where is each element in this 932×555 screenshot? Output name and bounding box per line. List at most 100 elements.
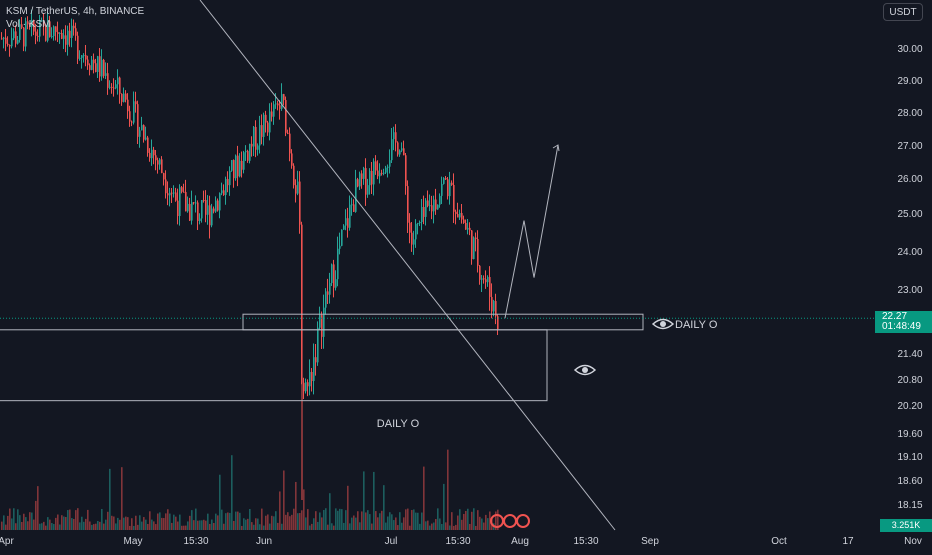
candle-body — [393, 132, 395, 140]
candle-body — [389, 160, 391, 167]
volume-bar — [335, 508, 337, 530]
candle-body — [309, 371, 311, 387]
candle-body — [261, 125, 263, 137]
volume-bar — [451, 512, 453, 530]
price-tick-label: 19.10 — [897, 452, 922, 463]
volume-bar — [221, 509, 223, 530]
candle-body — [237, 155, 239, 177]
candle-body — [209, 205, 211, 226]
price-tick-label: 25.00 — [897, 209, 922, 220]
daily-zone-box[interactable] — [0, 329, 548, 402]
volume-bar — [441, 523, 443, 530]
volume-bar — [273, 516, 275, 530]
candle-body — [67, 30, 69, 45]
candle-body — [7, 43, 9, 45]
volume-bar — [181, 525, 183, 530]
candle-body — [173, 192, 175, 194]
candle-body — [47, 21, 49, 41]
volume-bar — [389, 512, 391, 530]
volume-bar — [417, 512, 419, 530]
volume-bar — [223, 523, 225, 530]
candle-body — [87, 59, 89, 66]
candle-body — [107, 73, 109, 88]
volume-bar — [11, 518, 13, 530]
candle-body — [33, 19, 35, 32]
candle-body — [89, 65, 91, 70]
candle-body — [307, 382, 309, 387]
volume-bar — [287, 512, 289, 530]
event-marker[interactable] — [516, 514, 530, 528]
candle-body — [49, 21, 51, 37]
candle-body — [169, 192, 171, 196]
volume-bar — [219, 474, 221, 530]
volume-bar — [275, 511, 277, 530]
eye-icon[interactable] — [651, 318, 675, 330]
candle-body — [277, 103, 279, 106]
volume-bar — [463, 513, 465, 530]
volume-bar — [367, 510, 369, 530]
volume-bar — [79, 522, 81, 530]
candle-body — [471, 230, 473, 260]
candle-body — [105, 73, 107, 76]
price-tick-label: 18.15 — [897, 500, 922, 511]
volume-bar — [329, 493, 331, 530]
candle-body — [157, 160, 159, 165]
candle-body — [225, 178, 227, 196]
candle-body — [51, 36, 53, 38]
candle-body — [491, 296, 493, 312]
volume-bar — [487, 518, 489, 530]
price-tick-label: 24.00 — [897, 247, 922, 258]
volume-bar — [107, 511, 109, 530]
currency-button[interactable]: USDT — [883, 3, 923, 21]
trend-line[interactable] — [199, 0, 616, 531]
projection-path[interactable] — [504, 144, 559, 319]
volume-bar — [19, 515, 21, 530]
price-tick-label: 28.00 — [897, 108, 922, 119]
candle-body — [103, 59, 105, 76]
candle-body — [285, 100, 287, 133]
volume-bar — [321, 517, 323, 530]
daily-level-box[interactable] — [242, 313, 644, 331]
volume-bar — [255, 518, 257, 530]
candle-body — [361, 173, 363, 179]
volume-bar — [13, 508, 15, 530]
volume-bar — [295, 481, 297, 530]
candle-body — [363, 168, 365, 179]
volume-bar — [373, 471, 375, 530]
volume-bar — [167, 509, 169, 530]
candle-body — [23, 27, 25, 47]
volume-bar — [409, 525, 411, 530]
price-tick-label: 27.00 — [897, 141, 922, 152]
bar-countdown: 01:48:49 — [882, 321, 921, 332]
volume-bar — [283, 470, 285, 530]
candle-body — [133, 101, 135, 123]
volume-bar — [95, 523, 97, 530]
daily-zone-label: DAILY O — [377, 418, 420, 430]
candle-body — [321, 315, 323, 337]
volume-bar — [129, 525, 131, 530]
volume-bar — [377, 517, 379, 530]
candle-body — [129, 111, 131, 122]
volume-bar — [145, 519, 147, 530]
candle-body — [495, 301, 497, 317]
candle-body — [341, 229, 343, 246]
volume-bar — [393, 520, 395, 530]
candle-body — [247, 151, 249, 161]
volume-bar — [195, 508, 197, 530]
volume-bar — [91, 524, 93, 530]
volume-bar — [339, 508, 341, 530]
event-marker[interactable] — [503, 514, 517, 528]
candle-body — [1, 38, 3, 40]
volume-bar — [475, 525, 477, 530]
candle-body — [125, 93, 127, 100]
eye-icon[interactable] — [573, 364, 597, 376]
volume-bar — [213, 522, 215, 530]
volume-bar — [149, 511, 151, 530]
candle-body — [283, 94, 285, 101]
volume-bar — [141, 521, 143, 530]
candle-body — [483, 278, 485, 280]
volume-bar — [343, 522, 345, 530]
candle-body — [183, 191, 185, 193]
